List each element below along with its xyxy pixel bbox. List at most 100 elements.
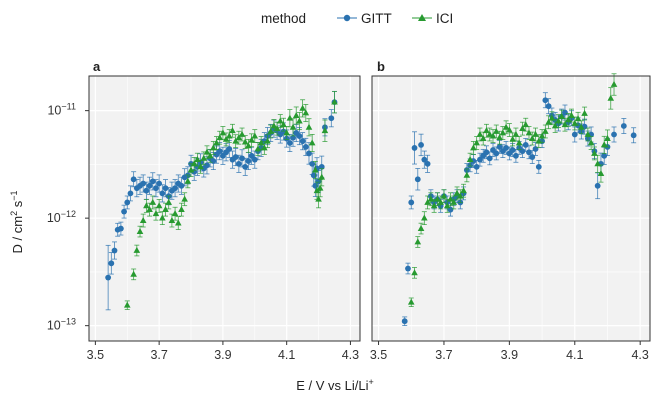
data-point [561,121,569,128]
data-point [206,152,214,159]
data-point [542,127,549,134]
legend: method GITT ICI [261,11,453,26]
y-tick-label: 10−12 [47,209,76,225]
data-point [174,219,182,226]
data-point [251,156,258,163]
series-ici [407,73,618,307]
data-point [133,246,141,253]
data-point [270,122,278,129]
data-point [437,198,444,205]
data-point [581,109,588,116]
x-tick-label: 4.3 [342,348,359,362]
data-point [443,202,451,209]
data-point [486,130,494,137]
legend-title: method [261,11,306,26]
data-point [509,147,516,153]
data-point [184,177,192,184]
data-point [210,144,217,151]
data-point [316,184,324,191]
data-point [418,142,424,148]
data-point [130,270,137,277]
data-point [153,185,159,192]
legend-ici-marker [418,14,426,21]
data-point [430,202,438,209]
x-tick-label: 3.7 [150,348,167,362]
data-point [538,132,546,139]
data-point [280,121,287,128]
data-point [204,162,210,169]
data-point [203,148,211,155]
data-point [216,134,224,141]
data-point [427,195,435,202]
data-point [124,199,131,206]
data-point [181,195,188,202]
data-point [535,137,543,144]
data-point [470,144,477,151]
data-point [450,198,458,205]
data-point [165,198,173,205]
panel-a [88,75,361,342]
data-point [143,202,150,209]
data-point [473,139,480,146]
data-point [620,123,627,129]
data-point [305,123,313,130]
x-tick-label: 3.9 [501,348,518,362]
data-point [172,185,178,192]
data-point [200,154,208,161]
data-point [479,134,487,141]
x-tick-label: 4.1 [566,348,583,362]
data-point [571,119,579,126]
data-point [155,202,163,209]
data-point [424,160,431,167]
data-point [312,166,319,173]
data-point [477,156,483,163]
data-point [492,127,500,134]
data-point [463,171,471,178]
data-point [108,260,115,267]
data-point [528,134,536,141]
data-point [299,138,306,145]
data-point [408,199,415,206]
data-point [235,160,242,167]
series-ici [123,90,338,310]
data-point [245,158,252,164]
data-point [111,247,118,254]
data-point [235,134,243,141]
data-point [607,94,615,101]
data-point [239,155,245,162]
data-point [630,132,637,139]
data-point [584,130,592,137]
y-axis-title: D / cm2 s−1 [9,191,25,254]
data-point [447,195,454,202]
data-point [522,121,530,128]
data-point [401,318,408,325]
data-point [578,123,585,130]
data-point [140,180,147,187]
facet-label-a: a [93,59,101,74]
data-point [219,129,227,136]
data-point [417,224,425,231]
data-point [331,98,338,105]
data-point [286,140,293,146]
data-point [123,301,131,308]
data-point [502,123,510,130]
data-point [532,146,539,152]
x-tick-label: 3.5 [87,348,104,362]
legend-gitt-marker [343,14,351,22]
panel-b [371,73,651,342]
data-point [276,117,284,124]
x-tick-label: 4.1 [278,348,295,362]
data-point [564,116,572,123]
data-point [241,138,249,145]
legend-entry-ici: ICI [412,11,453,26]
x-tick-label: 3.9 [214,348,231,362]
data-point [328,115,335,122]
x-axis-title: E / V vs Li/Li+ [296,377,374,393]
data-point [515,139,523,146]
data-point [149,198,157,205]
data-point [178,182,185,189]
data-point [162,206,169,213]
data-point [117,225,124,232]
data-point [190,160,198,167]
data-point [308,139,316,146]
